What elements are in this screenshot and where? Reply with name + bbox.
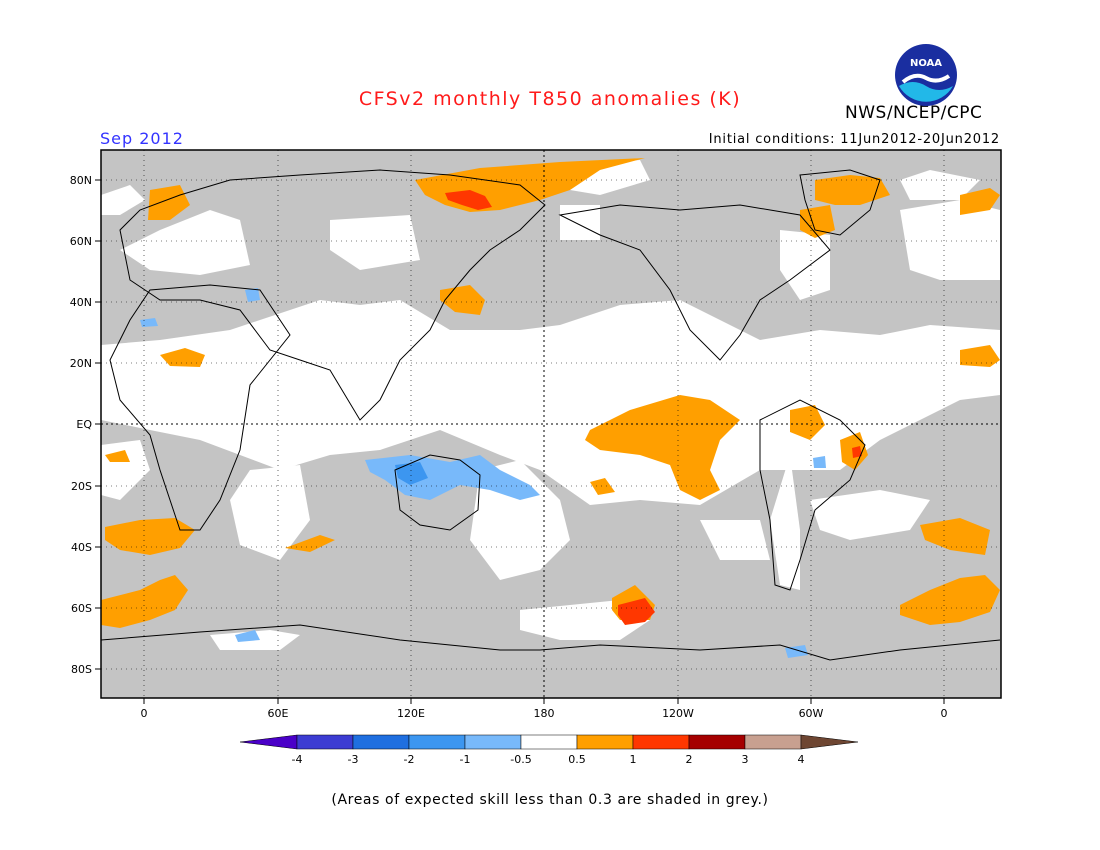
lon-label: 120W xyxy=(662,707,694,720)
legend-tick-label: -4 xyxy=(292,753,303,766)
legend-box xyxy=(296,734,354,750)
legend-tick-label: 2 xyxy=(686,753,693,766)
lat-label: 40N xyxy=(70,296,92,309)
legend-arrow-high xyxy=(800,734,859,750)
strong-warm-anomaly-areas xyxy=(445,190,862,625)
logo-text: NOAA xyxy=(910,58,942,69)
legend-tick-label: 0.5 xyxy=(568,753,586,766)
skillful-areas xyxy=(101,160,1000,650)
legend-tick-label: 4 xyxy=(798,753,805,766)
lat-label: 80N xyxy=(70,174,92,187)
stronger-cool-anomaly-areas xyxy=(395,462,428,485)
legend-box xyxy=(352,734,410,750)
legend-tick-label: 3 xyxy=(742,753,749,766)
noaa-logo: NOAA xyxy=(895,44,957,106)
lat-label: 20N xyxy=(70,357,92,370)
footnote: (Areas of expected skill less than 0.3 a… xyxy=(331,792,769,808)
legend-arrow-low xyxy=(239,734,298,750)
color-legend: -4 -3 -2 -1 -0.5 0.5 1 2 3 4 xyxy=(239,734,859,766)
legend-box xyxy=(576,734,634,750)
lat-label: 60N xyxy=(70,235,92,248)
legend-box xyxy=(408,734,466,750)
legend-tick-label: 1 xyxy=(630,753,637,766)
coastlines xyxy=(101,169,1001,661)
forecast-month: Sep 2012 xyxy=(100,129,184,148)
legend-box xyxy=(464,734,522,750)
lon-label: 0 xyxy=(141,707,148,720)
initial-conditions: Initial conditions: 11Jun2012-20Jun2012 xyxy=(708,132,1000,147)
legend-tick-label: -1 xyxy=(460,753,471,766)
lat-label: EQ xyxy=(76,418,92,431)
latitude-axis: 80N 60N 40N 20N EQ 20S 40S 60S 80S xyxy=(70,174,1001,676)
lat-label: 60S xyxy=(71,602,92,615)
legend-tick-label: -3 xyxy=(348,753,359,766)
lon-label: 60W xyxy=(799,707,824,720)
legend-box xyxy=(520,734,578,750)
chart-title: CFSv2 monthly T850 anomalies (K) xyxy=(358,88,742,110)
org-label: NWS/NCEP/CPC xyxy=(845,103,983,123)
map-field xyxy=(101,150,1001,698)
legend-box xyxy=(632,734,690,750)
lon-label: 60E xyxy=(268,707,289,720)
legend-box xyxy=(744,734,802,750)
lat-label: 80S xyxy=(71,663,92,676)
lon-label: 120E xyxy=(397,707,425,720)
longitude-axis: 0 60E 120E 180 120W 60W 0 xyxy=(141,150,948,720)
legend-tick-label: -0.5 xyxy=(510,753,531,766)
lon-label: 0 xyxy=(941,707,948,720)
legend-box xyxy=(688,734,746,750)
legend-tick-labels: -4 -3 -2 -1 -0.5 0.5 1 2 3 4 xyxy=(292,753,805,766)
legend-tick-label: -2 xyxy=(404,753,415,766)
anomaly-map: 80N 60N 40N 20N EQ 20S 40S 60S 80S 0 60E 120E 180 12… xyxy=(70,149,1002,720)
lon-label: 180 xyxy=(534,707,555,720)
legend-colorbar xyxy=(239,734,859,750)
graticule xyxy=(101,150,1001,698)
lat-label: 40S xyxy=(71,541,92,554)
lat-label: 20S xyxy=(71,480,92,493)
